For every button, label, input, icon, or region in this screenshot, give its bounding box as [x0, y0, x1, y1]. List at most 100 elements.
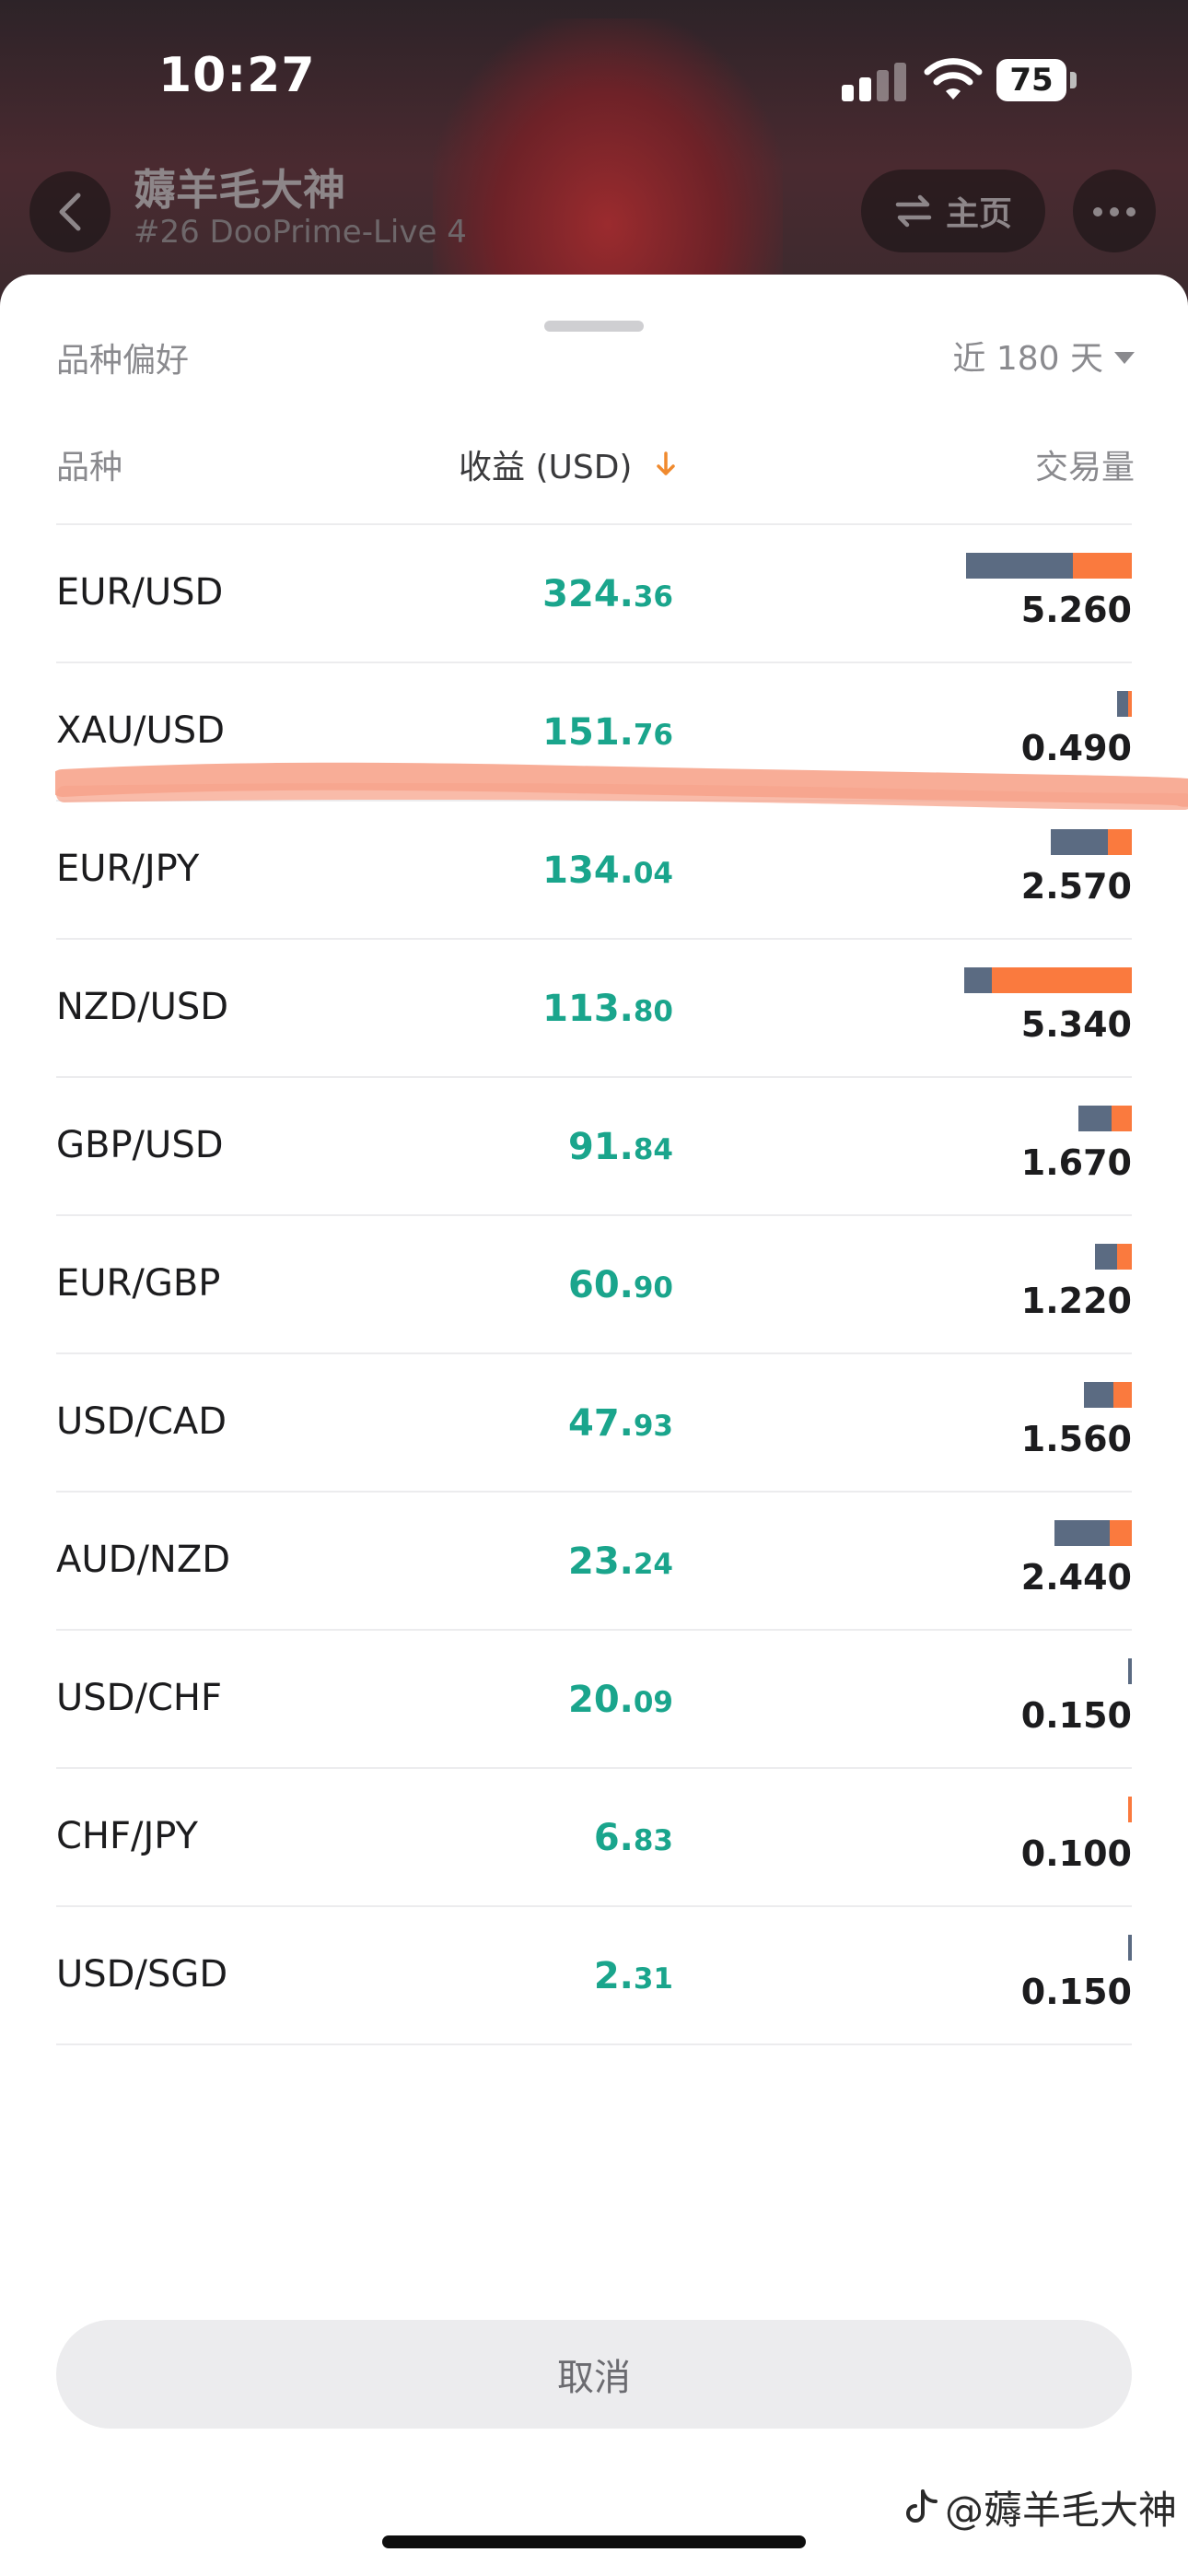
symbol-label: XAU/USD [56, 709, 225, 752]
profile-title: 薅羊毛大神 [134, 165, 345, 215]
column-header-profit[interactable]: 收益 (USD) [459, 440, 676, 488]
volume-bar [964, 967, 1132, 993]
volume-bar-segment-a [1054, 1520, 1110, 1546]
table-row[interactable]: USD/CAD 47.93 1.560 [56, 1354, 1132, 1493]
table-row[interactable]: NZD/USD 113.80 5.340 [56, 940, 1132, 1078]
profit-value: 20.09 [568, 1679, 673, 1721]
column-header-profit-label: 收益 (USD) [459, 449, 633, 486]
profit-value: 91.84 [568, 1126, 673, 1168]
wifi-icon [924, 58, 983, 100]
symbol-label: AUD/NZD [56, 1539, 231, 1581]
volume-value: 0.100 [1020, 1833, 1132, 1874]
volume-value: 5.340 [1020, 1004, 1132, 1045]
volume-bar-segment-b [1113, 1382, 1132, 1408]
sheet-title: 品种偏好 [56, 342, 190, 380]
more-button[interactable] [1073, 170, 1156, 252]
volume-bar [1095, 1244, 1132, 1270]
cancel-button[interactable]: 取消 [56, 2320, 1132, 2429]
watermark-text: @薅羊毛大神 [944, 2488, 1177, 2533]
volume-value: 0.490 [1020, 728, 1132, 768]
volume-bar-segment-b [1112, 1106, 1132, 1131]
volume-bar [1128, 1935, 1132, 1961]
symbol-label: EUR/JPY [56, 848, 200, 890]
volume-bar-segment-b [1128, 691, 1132, 717]
profit-decimal: 04 [633, 857, 673, 890]
swap-arrows-icon [895, 194, 932, 228]
profit-decimal: 80 [633, 995, 673, 1028]
profit-integer: 324. [542, 573, 634, 615]
profit-integer: 113. [542, 988, 634, 1030]
profit-integer: 151. [542, 711, 634, 754]
home-indicator [382, 2535, 806, 2548]
profit-value: 60.90 [568, 1264, 673, 1306]
symbol-label: USD/SGD [56, 1953, 228, 1996]
volume-value: 1.220 [1020, 1281, 1132, 1321]
profit-value: 2.31 [594, 1955, 673, 1997]
table-row[interactable]: EUR/GBP 60.90 1.220 [56, 1216, 1132, 1354]
background-glow [433, 18, 783, 304]
table-row[interactable]: EUR/JPY 134.04 2.570 [56, 802, 1132, 940]
profit-integer: 134. [542, 849, 634, 892]
volume-value: 1.560 [1020, 1419, 1132, 1459]
volume-bar [966, 553, 1132, 579]
volume-bar-segment-a [1051, 829, 1108, 855]
volume-bar-segment-b [1108, 829, 1132, 855]
battery-level: 75 [996, 59, 1066, 101]
profit-decimal: 76 [633, 719, 673, 752]
table-row[interactable]: USD/CHF 20.09 0.150 [56, 1631, 1132, 1769]
volume-bar [1128, 1797, 1132, 1822]
symbol-label: EUR/USD [56, 571, 224, 614]
volume-bar [1117, 691, 1132, 717]
volume-bar-segment-b [1128, 1797, 1132, 1822]
volume-bar [1128, 1658, 1132, 1684]
table-row[interactable]: AUD/NZD 23.24 2.440 [56, 1493, 1132, 1631]
volume-bar-segment-a [1095, 1244, 1117, 1270]
symbol-label: GBP/USD [56, 1124, 224, 1166]
status-time: 10:27 [158, 48, 316, 103]
profit-integer: 2. [593, 1955, 634, 1997]
table-row[interactable]: USD/SGD 2.31 0.150 [56, 1907, 1132, 2045]
account-subtitle: #26 DooPrime-Live 4 [134, 214, 467, 251]
background-app: 10:27 75 薅羊毛大神 #26 DooPrime-Live 4 主页 [0, 0, 1188, 304]
profit-value: 324.36 [542, 573, 673, 615]
volume-value: 5.260 [1020, 590, 1132, 630]
profit-decimal: 31 [633, 1962, 673, 1996]
table-row[interactable]: GBP/USD 91.84 1.670 [56, 1078, 1132, 1216]
table-row[interactable]: XAU/USD 151.76 0.490 [56, 663, 1132, 802]
time-range-label: 近 180 天 [952, 340, 1103, 378]
volume-bar [1078, 1106, 1132, 1131]
battery-icon: 75 [996, 59, 1077, 101]
volume-value: 0.150 [1020, 1972, 1132, 2012]
volume-bar-segment-a [1128, 1658, 1132, 1684]
time-range-select[interactable]: 近 180 天 [952, 332, 1135, 380]
volume-bar-segment-a [1128, 1935, 1132, 1961]
volume-value: 2.570 [1020, 866, 1132, 907]
table-row[interactable]: EUR/USD 324.36 5.260 [56, 525, 1132, 663]
caret-down-icon [1114, 351, 1135, 364]
symbol-preference-sheet: 品种偏好 近 180 天 品种 收益 (USD) 交易量 EUR/USD 324.… [0, 275, 1188, 2576]
table-row[interactable]: CHF/JPY 6.83 0.100 [56, 1769, 1132, 1907]
profit-decimal: 84 [633, 1133, 673, 1166]
volume-value: 1.670 [1020, 1142, 1132, 1183]
watermark: @薅羊毛大神 [903, 2479, 1177, 2535]
cellular-signal-icon [842, 61, 908, 101]
symbol-label: USD/CHF [56, 1677, 222, 1719]
douyin-logo-icon [906, 2488, 938, 2523]
volume-bar [1084, 1382, 1132, 1408]
volume-value: 2.440 [1020, 1557, 1132, 1598]
symbol-label: EUR/GBP [56, 1262, 221, 1305]
volume-value: 0.150 [1020, 1695, 1132, 1736]
chevron-left-icon [59, 193, 81, 231]
sheet-grabber[interactable] [544, 321, 644, 332]
home-button[interactable]: 主页 [861, 170, 1045, 252]
profit-integer: 91. [568, 1126, 634, 1168]
battery-cap [1070, 72, 1077, 88]
profit-value: 23.24 [568, 1540, 673, 1583]
profit-value: 134.04 [542, 849, 673, 892]
profit-value: 151.76 [542, 711, 673, 754]
volume-bar-segment-a [1084, 1382, 1113, 1408]
volume-bar-segment-b [1117, 1244, 1132, 1270]
column-header-symbol: 品种 [56, 449, 123, 486]
back-button[interactable] [29, 171, 111, 252]
profit-decimal: 09 [633, 1686, 673, 1719]
